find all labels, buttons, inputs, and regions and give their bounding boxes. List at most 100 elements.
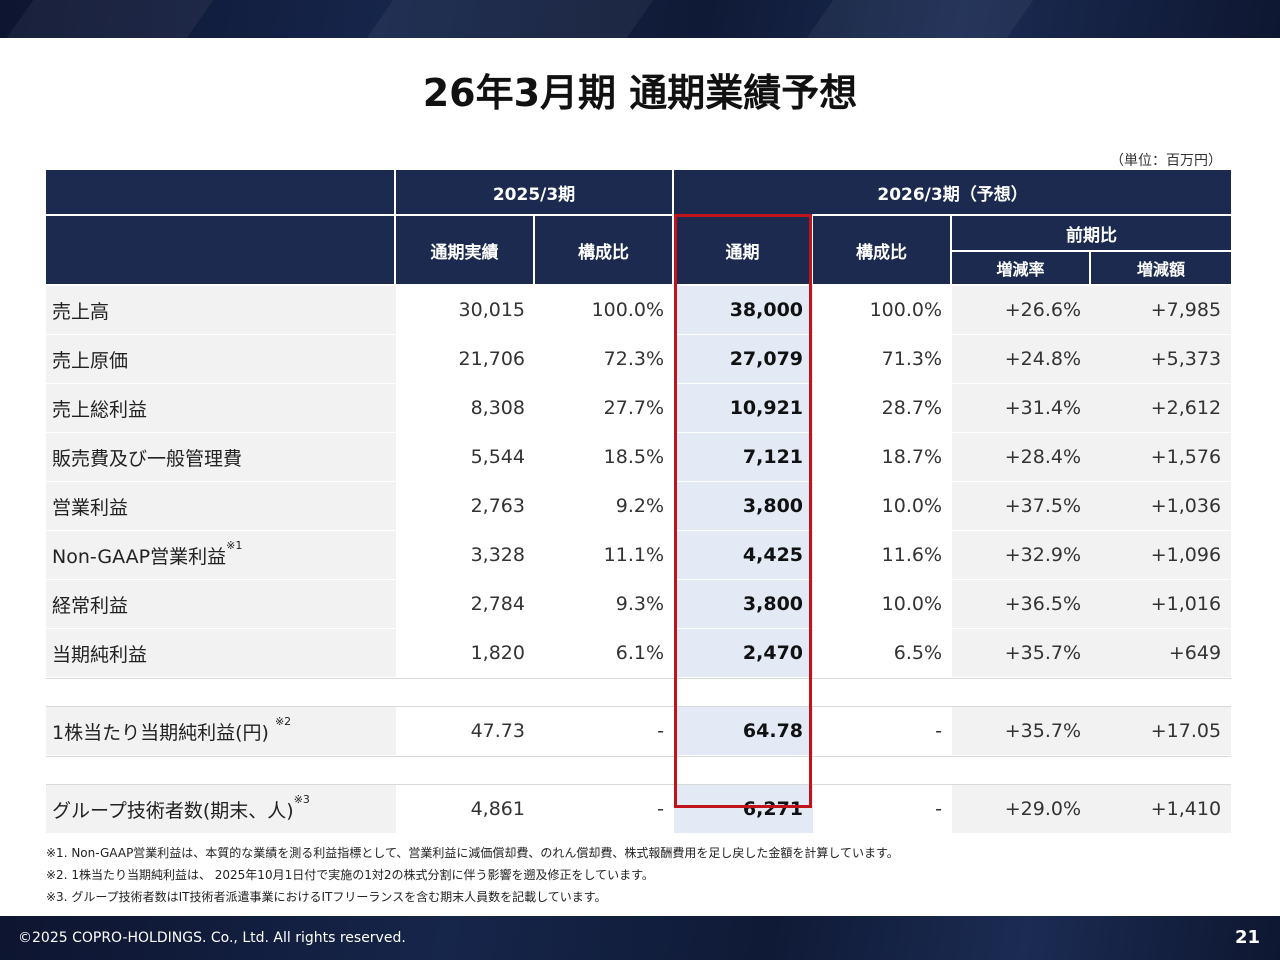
cell-change-rate: +36.5% bbox=[952, 580, 1092, 629]
header-actual: 通期実績 bbox=[396, 216, 535, 286]
cell-forecast: 38,000 bbox=[674, 286, 814, 335]
cell-actual: 3,328 bbox=[396, 531, 535, 580]
cell-change-rate: +35.7% bbox=[952, 629, 1092, 678]
unit-note: （単位：百万円） bbox=[1110, 153, 1222, 169]
cell-change-amount: +1,016 bbox=[1091, 580, 1232, 629]
cell-ratio: 27.7% bbox=[535, 384, 675, 433]
spacer-cell bbox=[396, 756, 535, 784]
header-yoy: 前期比 bbox=[952, 216, 1232, 252]
cell-actual: 8,308 bbox=[396, 384, 535, 433]
cell-change-rate: +24.8% bbox=[952, 335, 1092, 384]
cell-ratio-2026: 28.7% bbox=[813, 384, 953, 433]
cell-ratio: 18.5% bbox=[535, 433, 675, 482]
header-fy2026: 2026/3期（予想） bbox=[674, 170, 1232, 216]
banner-facet bbox=[806, 0, 1034, 38]
cell-actual: 5,544 bbox=[396, 433, 535, 482]
spacer-cell bbox=[1091, 678, 1232, 706]
spacer-cell bbox=[46, 678, 396, 706]
header-change-amount: 増減額 bbox=[1091, 252, 1232, 286]
footnote-marker: ※1 bbox=[226, 538, 243, 552]
footer-bar: ©2025 COPRO-HOLDINGS. Co., Ltd. All righ… bbox=[0, 916, 1280, 960]
header-blank bbox=[46, 170, 396, 216]
cell-actual: 30,015 bbox=[396, 286, 535, 335]
table-row-eps: 1株当たり当期純利益(円) ※2 47.73 - 64.78 - +35.7% … bbox=[46, 706, 1232, 756]
page-title: 26年3月期 通期業績予想 bbox=[422, 71, 858, 115]
cell-change-amount: +2,612 bbox=[1091, 384, 1232, 433]
cell-forecast: 27,079 bbox=[674, 335, 814, 384]
footnote-marker: ※2 bbox=[274, 714, 292, 728]
banner-facet bbox=[6, 0, 214, 38]
cell-ratio-2026: 100.0% bbox=[813, 286, 953, 335]
footnote-marker: ※3 bbox=[293, 792, 310, 806]
table-row: 当期純利益 1,820 6.1% 2,470 6.5% +35.7% +649 bbox=[46, 629, 1232, 678]
spacer-cell bbox=[1091, 756, 1232, 784]
cell-forecast: 6,271 bbox=[674, 784, 814, 834]
cell-actual: 47.73 bbox=[396, 706, 535, 756]
row-label: 売上総利益 bbox=[46, 384, 396, 433]
cell-ratio: - bbox=[535, 706, 675, 756]
spacer-row bbox=[46, 756, 1232, 784]
cell-ratio: 72.3% bbox=[535, 335, 675, 384]
row-label: 売上原価 bbox=[46, 335, 396, 384]
cell-actual: 21,706 bbox=[396, 335, 535, 384]
row-label: 売上高 bbox=[46, 286, 396, 335]
cell-change-amount: +1,576 bbox=[1091, 433, 1232, 482]
cell-forecast: 10,921 bbox=[674, 384, 814, 433]
cell-ratio-2026: 71.3% bbox=[813, 335, 953, 384]
table-row: 売上総利益 8,308 27.7% 10,921 28.7% +31.4% +2… bbox=[46, 384, 1232, 433]
footnote-2: ※2. 1株当たり当期純利益は、 2025年10月1日付で実施の1対2の株式分割… bbox=[46, 868, 654, 882]
spacer-cell bbox=[952, 756, 1092, 784]
cell-ratio: 6.1% bbox=[535, 629, 675, 678]
cell-forecast: 2,470 bbox=[674, 629, 814, 678]
spacer-cell bbox=[396, 678, 535, 706]
cell-actual: 1,820 bbox=[396, 629, 535, 678]
table-row: 売上高 30,015 100.0% 38,000 100.0% +26.6% +… bbox=[46, 286, 1232, 335]
cell-forecast: 64.78 bbox=[674, 706, 814, 756]
cell-change-rate: +26.6% bbox=[952, 286, 1092, 335]
copyright-text: ©2025 COPRO-HOLDINGS. Co., Ltd. All righ… bbox=[18, 930, 406, 946]
header-ratio-2026: 構成比 bbox=[813, 216, 953, 286]
cell-ratio: 9.2% bbox=[535, 482, 675, 531]
header-row-yoy: 増減率 増減額 bbox=[46, 252, 1232, 286]
row-label: 営業利益 bbox=[46, 482, 396, 531]
cell-change-amount: +7,985 bbox=[1091, 286, 1232, 335]
cell-change-rate: +32.9% bbox=[952, 531, 1092, 580]
row-label: 販売費及び一般管理費 bbox=[46, 433, 396, 482]
cell-change-rate: +37.5% bbox=[952, 482, 1092, 531]
cell-change-rate: +31.4% bbox=[952, 384, 1092, 433]
page-number: 21 bbox=[1234, 927, 1260, 948]
header-fy2025: 2025/3期 bbox=[396, 170, 675, 216]
cell-actual: 2,763 bbox=[396, 482, 535, 531]
cell-change-rate: +35.7% bbox=[952, 706, 1092, 756]
spacer-row bbox=[46, 678, 1232, 706]
cell-forecast: 3,800 bbox=[674, 482, 814, 531]
cell-ratio: - bbox=[535, 784, 675, 834]
spacer-cell bbox=[952, 678, 1092, 706]
cell-change-rate: +29.0% bbox=[952, 784, 1092, 834]
row-label: 1株当たり当期純利益(円) ※2 bbox=[46, 706, 396, 756]
table-row: 営業利益 2,763 9.2% 3,800 10.0% +37.5% +1,03… bbox=[46, 482, 1232, 531]
spacer-cell bbox=[674, 756, 814, 784]
banner-facet bbox=[366, 0, 654, 38]
cell-change-amount: +1,410 bbox=[1091, 784, 1232, 834]
header-full-year: 通期 bbox=[674, 216, 814, 286]
spacer-cell bbox=[813, 756, 953, 784]
cell-change-amount: +649 bbox=[1091, 629, 1232, 678]
spacer-cell bbox=[46, 756, 396, 784]
cell-ratio-2026: 18.7% bbox=[813, 433, 953, 482]
cell-actual: 2,784 bbox=[396, 580, 535, 629]
cell-ratio: 9.3% bbox=[535, 580, 675, 629]
cell-ratio-2026: 10.0% bbox=[813, 482, 953, 531]
row-label: 経常利益 bbox=[46, 580, 396, 629]
cell-ratio-2026: 6.5% bbox=[813, 629, 953, 678]
cell-forecast: 4,425 bbox=[674, 531, 814, 580]
cell-actual: 4,861 bbox=[396, 784, 535, 834]
footnotes: ※1. Non-GAAP営業利益は、本質的な業績を測る利益指標として、営業利益に… bbox=[46, 842, 899, 908]
table-row: Non-GAAP営業利益※1 3,328 11.1% 4,425 11.6% +… bbox=[46, 531, 1232, 580]
footnote-1: ※1. Non-GAAP営業利益は、本質的な業績を測る利益指標として、営業利益に… bbox=[46, 846, 899, 860]
table-row: 売上原価 21,706 72.3% 27,079 71.3% +24.8% +5… bbox=[46, 335, 1232, 384]
row-label: Non-GAAP営業利益※1 bbox=[46, 531, 396, 580]
cell-change-amount: +1,036 bbox=[1091, 482, 1232, 531]
header-row-columns: 通期実績 構成比 通期 構成比 前期比 bbox=[46, 216, 1232, 286]
forecast-table: 2025/3期 2026/3期（予想） 通期実績 構成比 通期 構成比 前期比 … bbox=[46, 170, 1232, 834]
